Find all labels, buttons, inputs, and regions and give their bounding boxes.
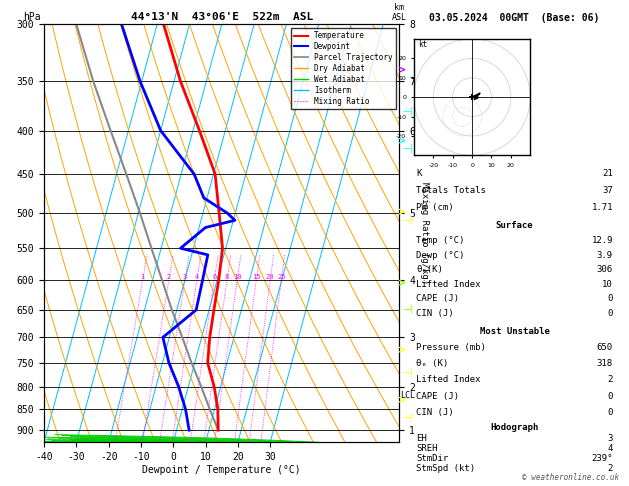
Text: StmDir: StmDir	[416, 454, 448, 463]
Text: 8: 8	[225, 275, 229, 280]
Text: km
ASL: km ASL	[392, 3, 407, 22]
Text: 6: 6	[212, 275, 216, 280]
Text: K: K	[416, 169, 421, 178]
Text: θₑ (K): θₑ (K)	[416, 359, 448, 368]
Text: —|: —|	[403, 107, 414, 116]
Text: Totals Totals: Totals Totals	[416, 186, 486, 195]
Text: 3: 3	[608, 434, 613, 443]
Text: Surface: Surface	[496, 222, 533, 230]
Text: Lifted Index: Lifted Index	[416, 280, 481, 289]
Text: © weatheronline.co.uk: © weatheronline.co.uk	[523, 473, 620, 482]
Text: 25: 25	[277, 275, 286, 280]
Text: Lifted Index: Lifted Index	[416, 375, 481, 384]
X-axis label: Dewpoint / Temperature (°C): Dewpoint / Temperature (°C)	[142, 465, 301, 475]
Text: Pressure (mb): Pressure (mb)	[416, 343, 486, 352]
Text: —|: —|	[403, 305, 414, 314]
Text: 03.05.2024  00GMT  (Base: 06): 03.05.2024 00GMT (Base: 06)	[430, 13, 599, 23]
Text: 318: 318	[597, 359, 613, 368]
Text: 306: 306	[597, 265, 613, 274]
Text: 0: 0	[608, 295, 613, 303]
Text: CAPE (J): CAPE (J)	[416, 295, 459, 303]
Text: >: >	[399, 208, 406, 217]
Text: CIN (J): CIN (J)	[416, 408, 454, 417]
Text: kt: kt	[418, 40, 427, 49]
Text: >: >	[399, 396, 406, 405]
Y-axis label: Mixing Ratio (g/kg): Mixing Ratio (g/kg)	[420, 182, 429, 284]
Text: 2: 2	[608, 375, 613, 384]
Text: CAPE (J): CAPE (J)	[416, 392, 459, 400]
Text: 650: 650	[597, 343, 613, 352]
Text: 1.71: 1.71	[591, 203, 613, 212]
Text: SREH: SREH	[416, 444, 438, 453]
Text: >: >	[399, 278, 406, 288]
Text: LCL: LCL	[400, 391, 415, 400]
Text: CIN (J): CIN (J)	[416, 309, 454, 318]
Text: >: >	[399, 65, 406, 75]
Text: Hodograph: Hodograph	[491, 423, 538, 433]
Legend: Temperature, Dewpoint, Parcel Trajectory, Dry Adiabat, Wet Adiabat, Isotherm, Mi: Temperature, Dewpoint, Parcel Trajectory…	[291, 28, 396, 109]
Text: 15: 15	[252, 275, 260, 280]
Text: 37: 37	[602, 186, 613, 195]
Text: —|: —|	[403, 368, 414, 377]
Text: 0: 0	[608, 309, 613, 318]
Text: 2: 2	[608, 464, 613, 473]
Text: 10: 10	[233, 275, 242, 280]
Text: —|: —|	[403, 144, 414, 153]
Text: θₑ(K): θₑ(K)	[416, 265, 443, 274]
Text: 44°13'N  43°06'E  522m  ASL: 44°13'N 43°06'E 522m ASL	[131, 12, 313, 22]
Text: Dewp (°C): Dewp (°C)	[416, 251, 465, 260]
Text: >: >	[399, 137, 406, 146]
Text: EH: EH	[416, 434, 427, 443]
Text: 20: 20	[266, 275, 274, 280]
Text: 4: 4	[608, 444, 613, 453]
Text: >: >	[399, 346, 406, 355]
Text: 10: 10	[602, 280, 613, 289]
Text: 12.9: 12.9	[591, 236, 613, 245]
Text: Most Unstable: Most Unstable	[479, 327, 550, 336]
Text: 3.9: 3.9	[597, 251, 613, 260]
Text: StmSpd (kt): StmSpd (kt)	[416, 464, 476, 473]
Text: —|: —|	[403, 216, 414, 225]
Text: 0: 0	[608, 392, 613, 400]
Text: 3: 3	[183, 275, 187, 280]
Text: PW (cm): PW (cm)	[416, 203, 454, 212]
Text: 21: 21	[602, 169, 613, 178]
Text: 239°: 239°	[591, 454, 613, 463]
Text: 4: 4	[195, 275, 199, 280]
Text: 0: 0	[608, 408, 613, 417]
Text: —|: —|	[403, 413, 414, 422]
Text: hPa: hPa	[23, 12, 40, 22]
Text: Temp (°C): Temp (°C)	[416, 236, 465, 245]
Text: 1: 1	[140, 275, 145, 280]
Text: 2: 2	[167, 275, 171, 280]
